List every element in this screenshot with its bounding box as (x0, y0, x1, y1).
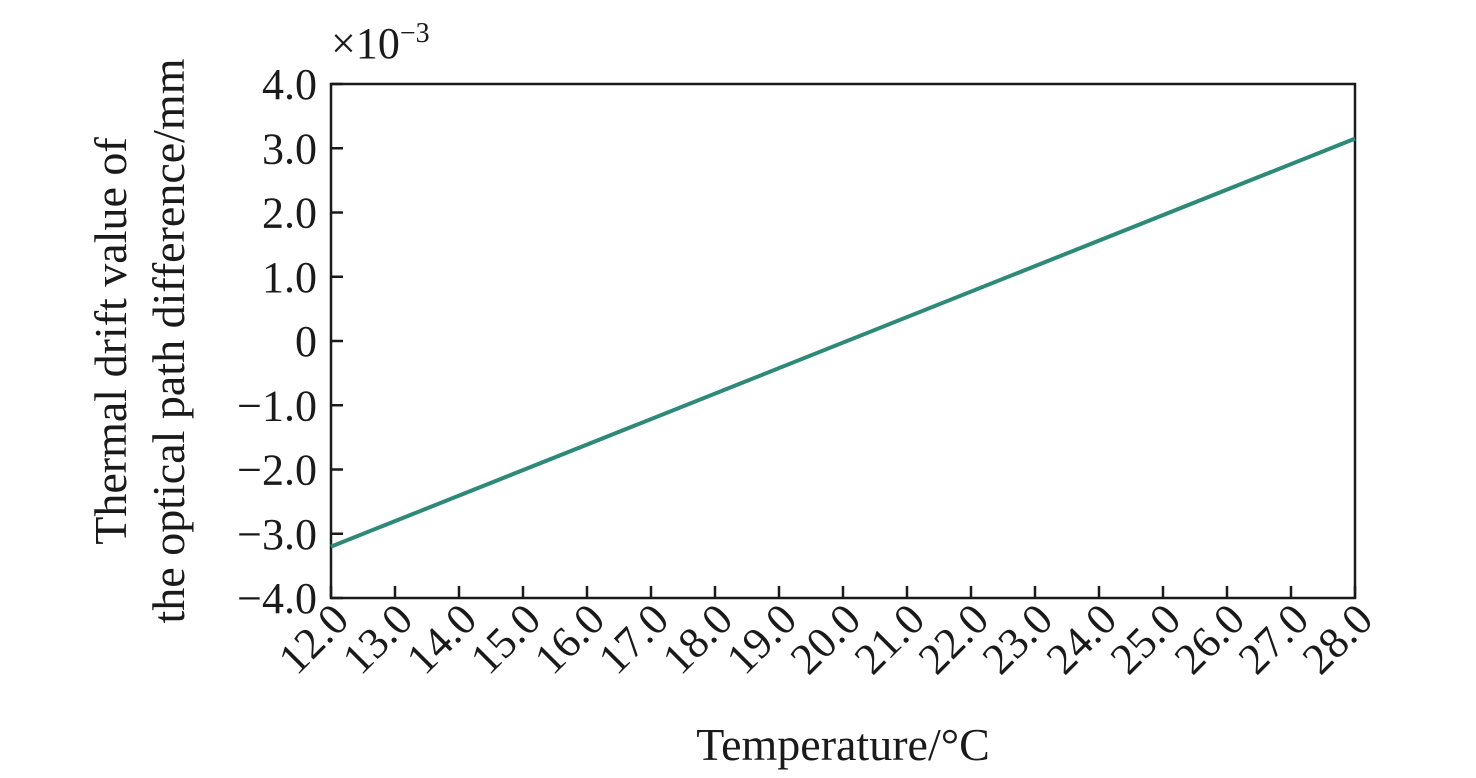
x-tick-label: 28.0 (1293, 594, 1382, 683)
y-tick-labels: 4.0 3.0 2.0 1.0 0 −1.0 −2.0 −3.0 −4.0 (237, 60, 317, 623)
y-tick-label: 0 (295, 317, 317, 366)
y-tick-label: 3.0 (262, 124, 317, 173)
y-tick-label: −4.0 (237, 574, 317, 623)
y-axis-title-line2: the optical path difference/mm (143, 58, 194, 623)
y-tick-label: −3.0 (237, 510, 317, 559)
y-multiplier-exponent: −3 (400, 18, 430, 49)
tick-marks (329, 82, 1357, 600)
y-tick-label: 1.0 (262, 253, 317, 302)
y-multiplier: ×10−3 (331, 18, 430, 68)
y-axis-title-line1: Thermal drift value of (85, 137, 136, 545)
y-tick-label: −2.0 (237, 446, 317, 495)
y-tick-label: 4.0 (262, 60, 317, 109)
series-line (330, 136, 1356, 549)
y-tick-label: −1.0 (237, 381, 317, 430)
y-multiplier-base: ×10 (331, 19, 400, 68)
x-tick-labels: 12.013.014.015.016.017.018.019.020.021.0… (269, 594, 1382, 683)
x-axis-title: Temperature/°C (696, 719, 990, 770)
y-tick-label: 2.0 (262, 189, 317, 238)
